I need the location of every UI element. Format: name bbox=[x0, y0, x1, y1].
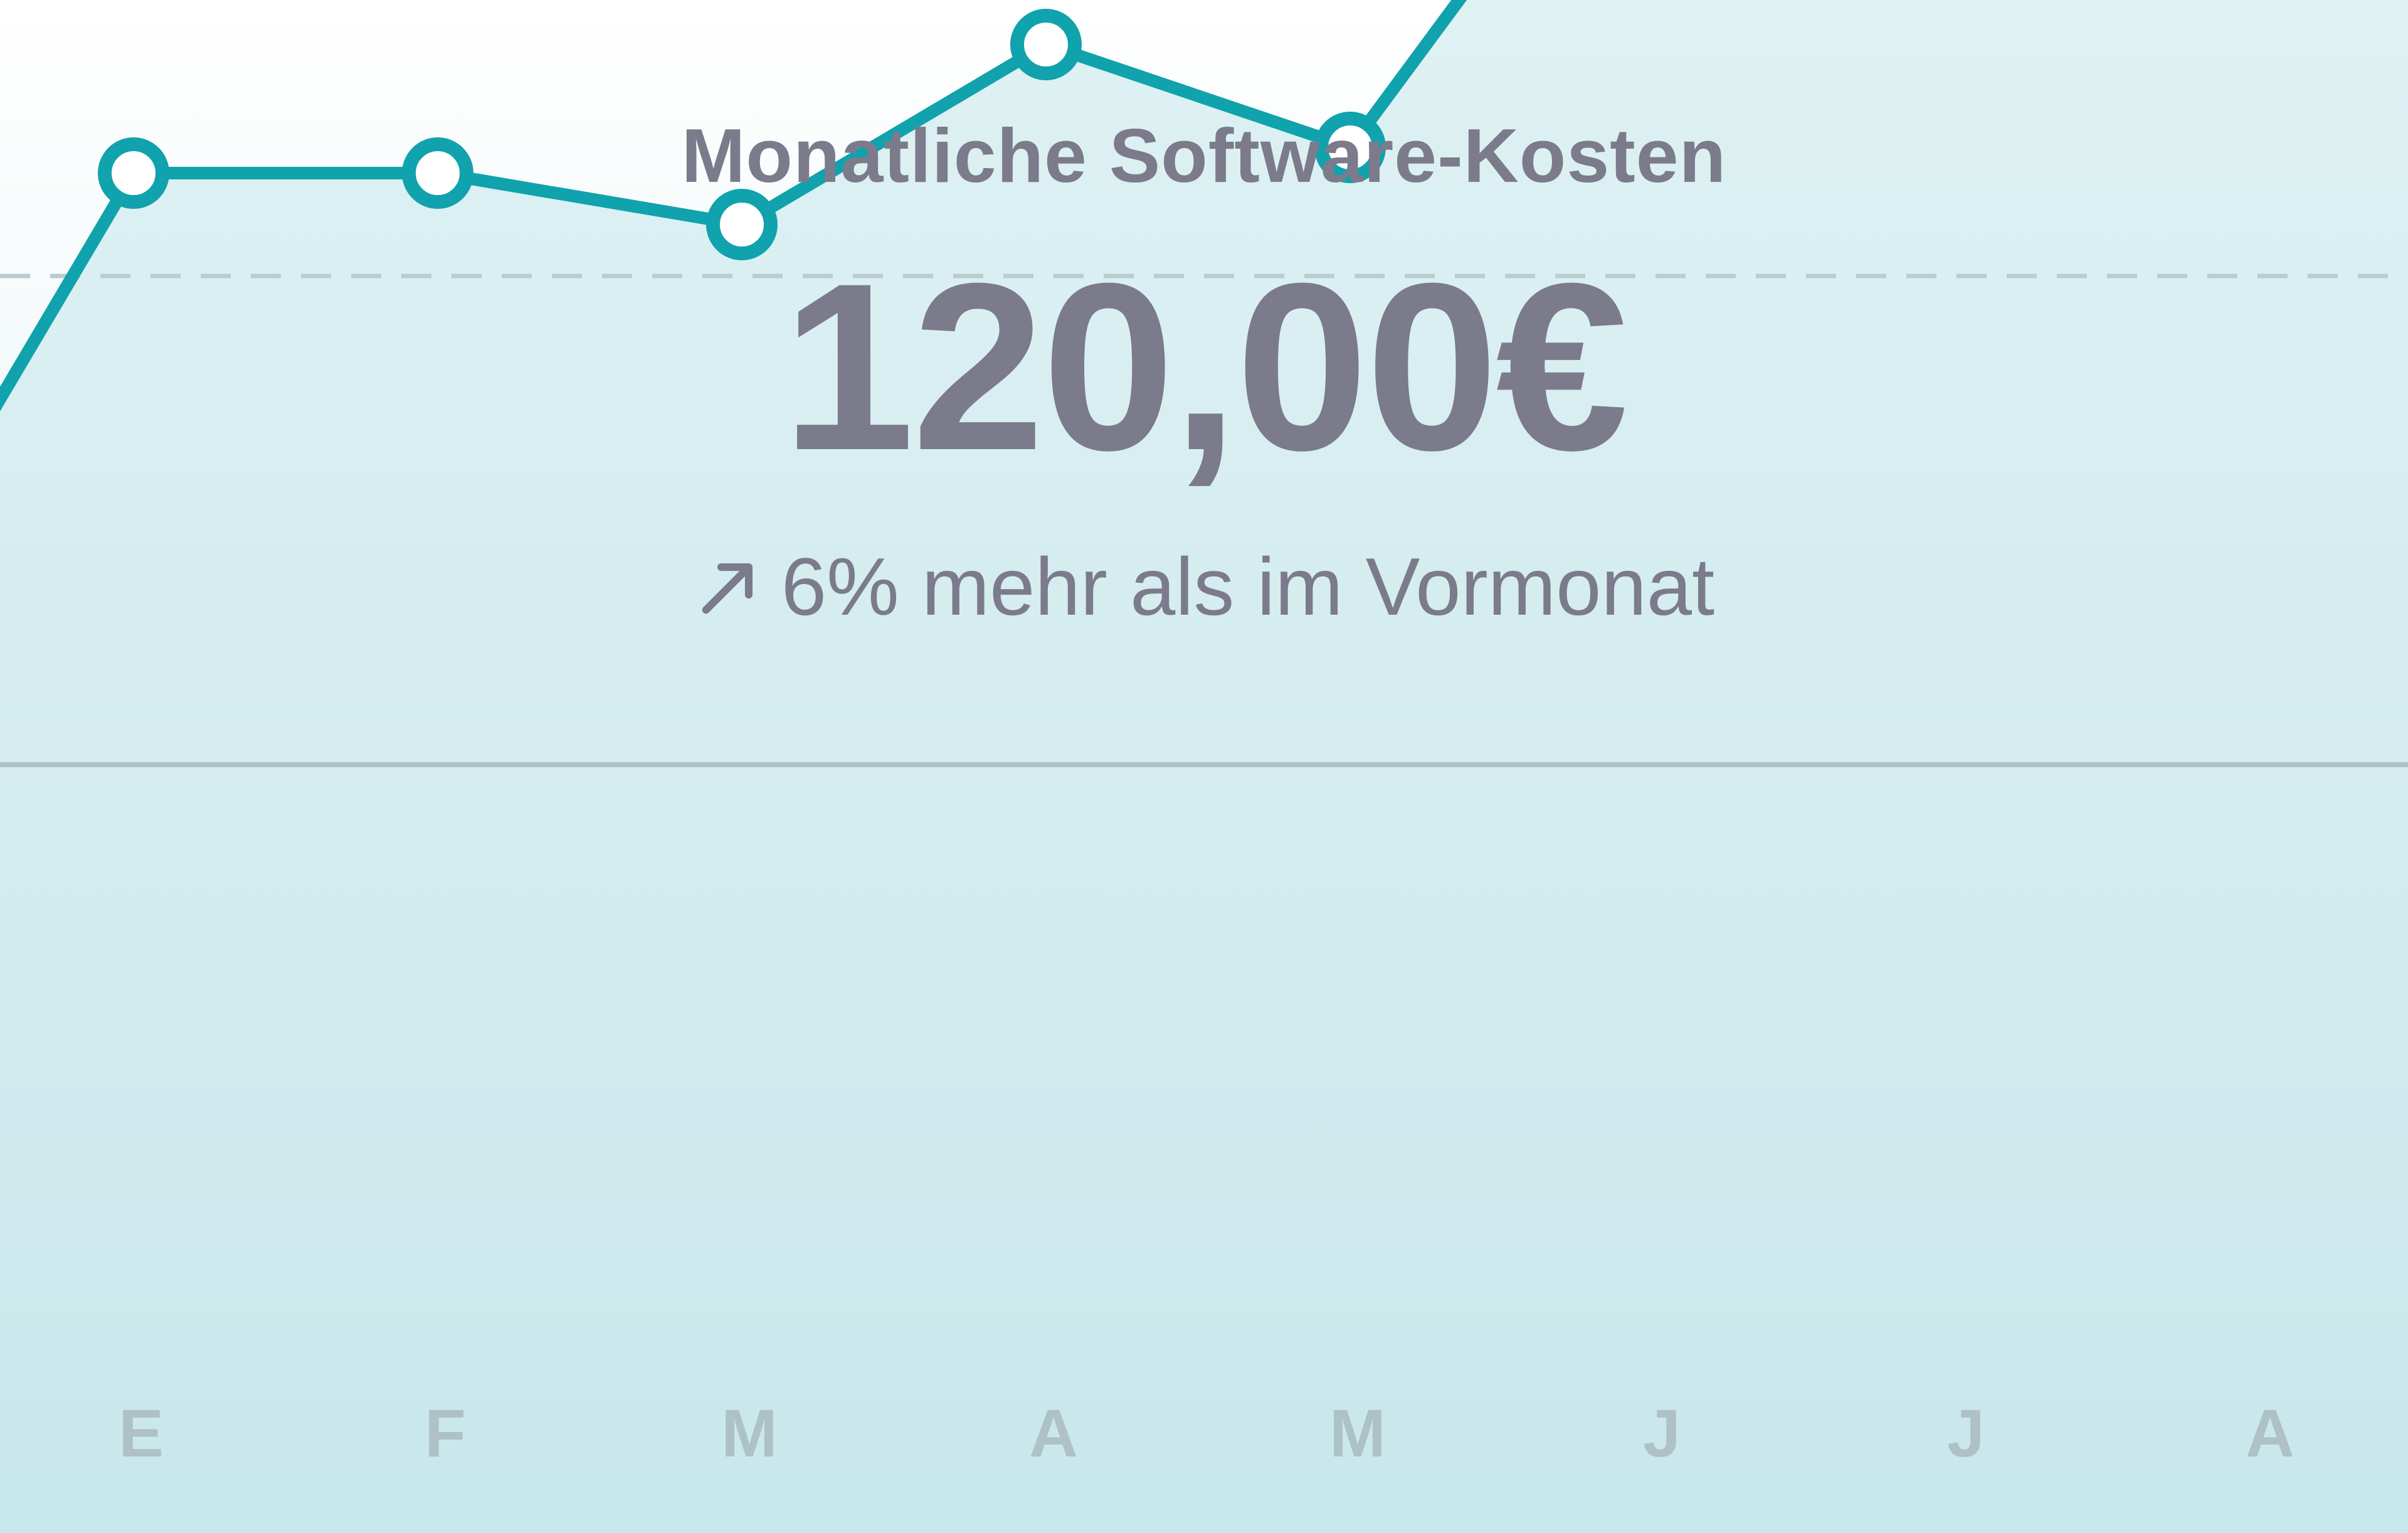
data-point bbox=[98, 137, 169, 209]
x-tick-label: M bbox=[721, 1395, 778, 1471]
x-tick-label: A bbox=[2246, 1395, 2294, 1471]
data-point bbox=[402, 137, 473, 209]
x-tick-label: J bbox=[1643, 1395, 1681, 1471]
gridlines bbox=[0, 273, 2408, 278]
x-tick-label: A bbox=[1029, 1395, 1078, 1471]
x-tick-label: E bbox=[119, 1395, 164, 1471]
trend-text: 6% mehr als im Vormonat bbox=[781, 541, 1715, 632]
total-amount: 120,00€ bbox=[782, 233, 1629, 500]
data-point bbox=[1314, 112, 1386, 183]
data-points bbox=[98, 9, 1386, 260]
x-tick-label: J bbox=[1947, 1395, 1985, 1471]
trend-indicator: 6% mehr als im Vormonat bbox=[0, 536, 2408, 637]
data-point bbox=[706, 189, 778, 260]
chart-title: Monatliche Software-Kosten bbox=[681, 113, 1727, 198]
x-tick-label: F bbox=[425, 1395, 466, 1471]
data-point bbox=[1010, 9, 1082, 80]
arrow-up-right-icon bbox=[702, 563, 752, 614]
x-tick-label: M bbox=[1329, 1395, 1386, 1471]
series-line bbox=[0, 0, 1467, 411]
